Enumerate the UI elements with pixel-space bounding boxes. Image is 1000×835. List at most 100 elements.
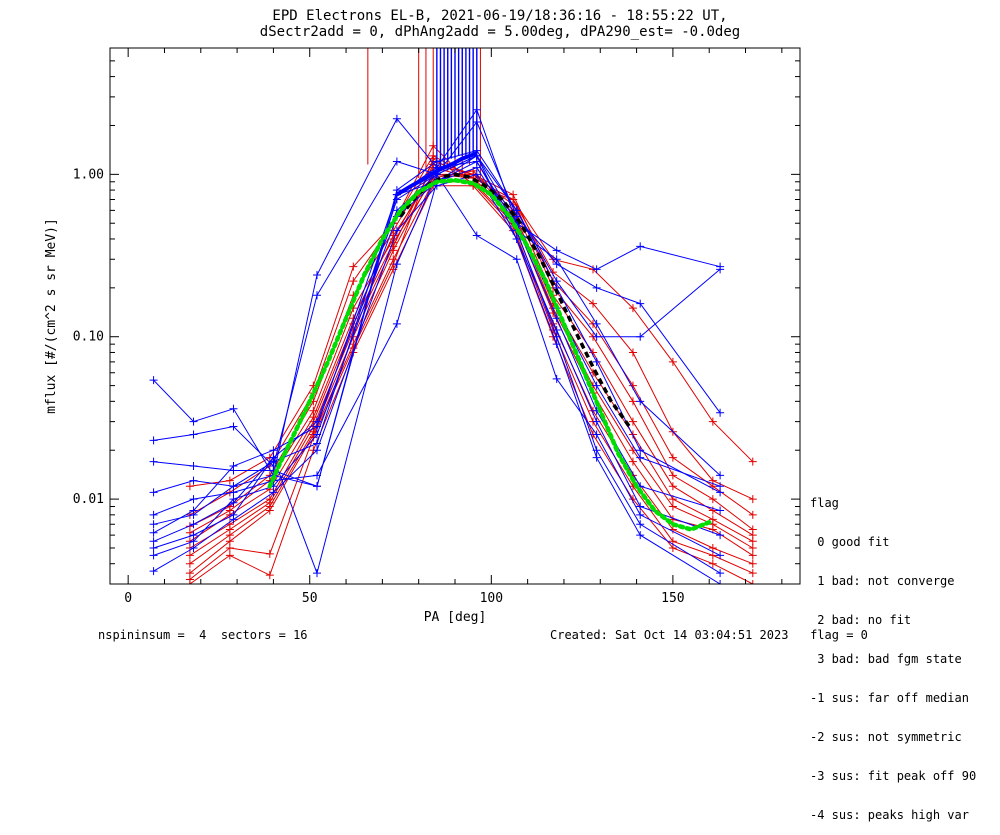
data-point (392, 260, 401, 269)
data-point (349, 277, 358, 286)
data-point (313, 446, 321, 455)
black-fit-curve (399, 172, 631, 428)
data-point (748, 457, 757, 466)
data-point (716, 569, 725, 578)
data-point (636, 299, 645, 308)
data-point (636, 242, 645, 251)
data-point (149, 510, 158, 519)
data-point (392, 157, 401, 166)
data-point (636, 502, 645, 511)
data-point (185, 551, 194, 560)
data-point (265, 571, 274, 580)
data-point (748, 580, 757, 584)
data-point (313, 291, 321, 300)
blue-series-line (153, 160, 721, 493)
data-point (265, 506, 274, 515)
data-point (189, 520, 198, 529)
data-point (628, 304, 637, 313)
data-point (389, 231, 398, 240)
chart-title: EPD Electrons EL-B, 2021-06-19/18:36:16 … (272, 8, 728, 24)
data-point (592, 453, 601, 462)
data-point (748, 510, 757, 519)
data-point (313, 471, 321, 480)
plot-axes: 0 50 100 150 0.01 0.10 1.00 (73, 47, 800, 606)
data-point (512, 255, 521, 264)
legend-item: 1 bad: not converge (810, 574, 955, 588)
data-point (229, 482, 238, 491)
legend-item: -4 sus: peaks high var (810, 808, 969, 822)
footer-spin-info: nspininsum = 4 sectors = 16 (98, 628, 308, 642)
red-series-line (189, 185, 754, 584)
data-point (392, 226, 401, 235)
data-point (269, 488, 278, 497)
data-point (189, 506, 198, 515)
data-point (552, 277, 561, 286)
data-point (265, 549, 274, 558)
data-point (592, 357, 601, 366)
data-point (313, 417, 321, 426)
data-point (748, 551, 757, 560)
legend-item: -1 sus: far off median (810, 691, 969, 705)
data-point (716, 506, 725, 515)
red-series-line (189, 144, 754, 487)
data-point (748, 495, 757, 504)
x-tick-label: 0 (124, 591, 132, 606)
data-point (668, 482, 677, 491)
data-point (668, 471, 677, 480)
data-point (592, 430, 601, 439)
data-point (636, 446, 645, 455)
legend-item: 3 bad: bad fgm state (810, 652, 962, 666)
data-point (189, 476, 198, 485)
data-point (392, 114, 401, 123)
y-tick-label: 0.01 (73, 492, 104, 507)
data-point (472, 231, 481, 240)
blue-series-line (153, 173, 721, 584)
data-point (149, 528, 158, 537)
data-point (552, 246, 561, 255)
data-point (429, 141, 438, 150)
data-point (628, 417, 637, 426)
data-point (149, 376, 158, 385)
blue-series-line (153, 160, 721, 534)
red-series-line (189, 173, 754, 565)
data-point (225, 543, 234, 552)
data-point (628, 348, 637, 357)
legend-item: 2 bad: no fit (810, 613, 912, 627)
data-point (512, 234, 521, 243)
data-point (552, 340, 561, 349)
data-point (269, 453, 278, 462)
data-point (392, 319, 401, 328)
data-point (636, 332, 645, 341)
data-point (748, 569, 757, 578)
data-point (229, 515, 238, 524)
data-point (716, 531, 725, 540)
data-point (189, 543, 198, 552)
data-point (592, 319, 601, 328)
data-point (708, 495, 717, 504)
blue-series-line (153, 155, 721, 525)
data-point (269, 446, 278, 455)
data-point (668, 502, 677, 511)
data-point (636, 510, 645, 519)
data-point (716, 580, 725, 584)
data-point (229, 461, 238, 470)
data-point (149, 551, 158, 560)
data-point (389, 246, 398, 255)
data-point (229, 422, 238, 431)
data-point (185, 482, 194, 491)
data-point (229, 404, 238, 413)
data-point (668, 453, 677, 462)
blue-series-line (153, 173, 721, 575)
data-point (313, 569, 321, 578)
data-point (636, 531, 645, 540)
data-point (628, 457, 637, 466)
data-point (189, 495, 198, 504)
data-point (225, 476, 234, 485)
data-point (149, 520, 158, 529)
data-point (716, 551, 725, 560)
green-fit-curve (267, 177, 712, 532)
blue-series-line (153, 150, 721, 487)
data-point (552, 255, 561, 264)
data-point (189, 537, 198, 546)
data-point (628, 397, 637, 406)
